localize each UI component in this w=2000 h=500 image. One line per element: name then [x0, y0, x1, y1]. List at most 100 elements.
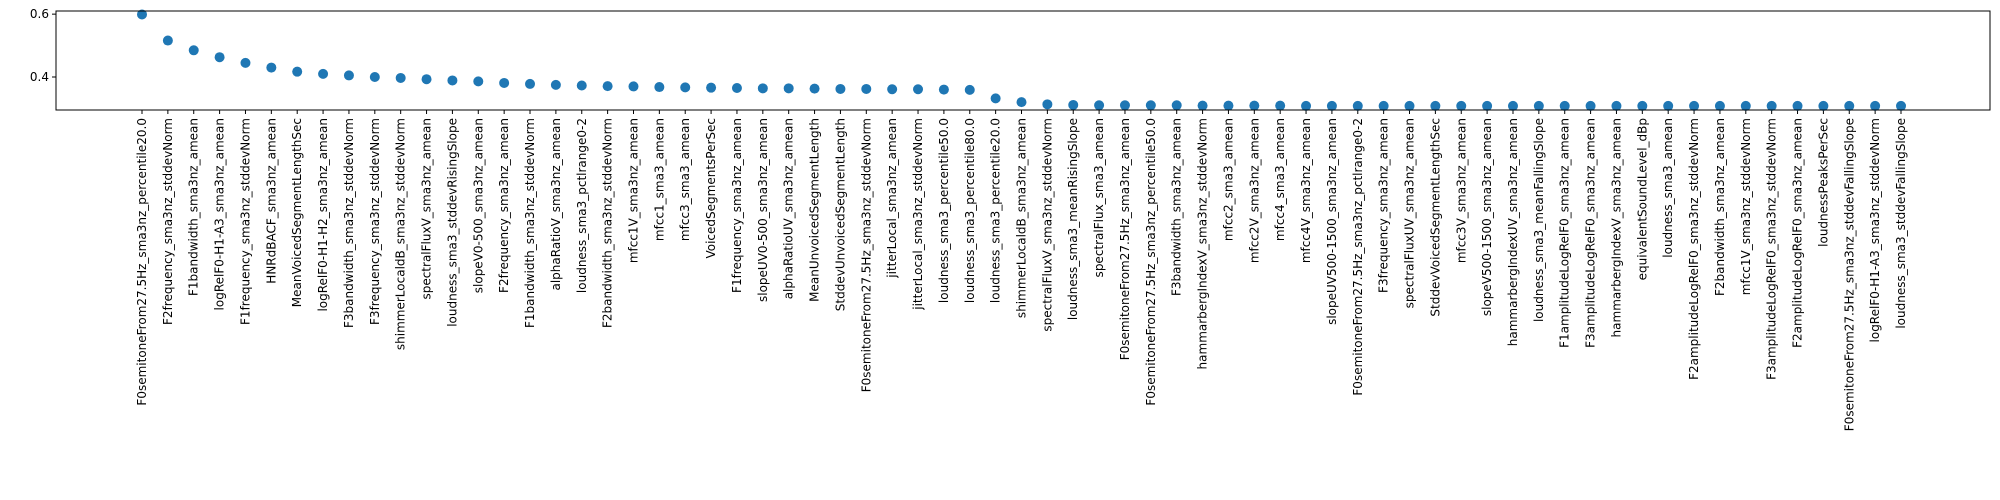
x-tick-label: F0semitoneFrom27.5Hz_sma3nz_stddevNorm: [859, 118, 873, 392]
x-tick-label: loudness_sma3_stddevFallingSlope: [1894, 118, 1908, 329]
x-tick-label: loudness_sma3_percentile80.0: [963, 118, 977, 303]
x-tick-label: F0semitoneFrom27.5Hz_sma3nz_stddevFallin…: [1842, 118, 1856, 431]
data-point: [318, 68, 329, 79]
data-point: [1792, 100, 1803, 111]
x-tick-label: F3frequency_sma3nz_stddevNorm: [368, 118, 382, 325]
x-tick-label: slopeUV0-500_sma3nz_amean: [756, 118, 770, 302]
data-point: [421, 74, 432, 85]
x-tick-label: spectralFluxV_sma3nz_stddevNorm: [1040, 118, 1054, 332]
x-tick-label: logRelF0-H1-A3_sma3nz_stddevNorm: [1868, 118, 1882, 342]
x-tick-label: StddevUnvoicedSegmentLength: [833, 118, 847, 311]
x-tick-label: shimmerLocaldB_sma3nz_amean: [1015, 118, 1029, 318]
x-tick-label: alphaRatioUV_sma3nz_amean: [782, 118, 796, 299]
data-point: [1740, 100, 1751, 111]
x-tick-label: F3bandwidth_sma3nz_amean: [1170, 118, 1184, 296]
x-tick-label: jitterLocal_sma3nz_stddevNorm: [911, 118, 925, 311]
x-tick-label: shimmerLocaldB_sma3nz_stddevNorm: [394, 118, 408, 350]
data-point: [1378, 100, 1389, 111]
x-tick-label: logRelF0-H1-H2_sma3nz_amean: [316, 118, 330, 312]
y-axis: 0.4 0.6: [30, 7, 56, 84]
x-tick-label: F3amplitudeLogRelF0_sma3nz_amean: [1584, 118, 1598, 348]
data-point: [576, 80, 587, 91]
data-point: [1197, 100, 1208, 111]
data-point: [1482, 100, 1493, 111]
x-tick-label: F3frequency_sma3nz_amean: [1377, 118, 1391, 293]
data-point: [137, 9, 147, 20]
x-tick-label: mfcc1V_sma3nz_stddevNorm: [1739, 118, 1753, 295]
data-point: [473, 76, 484, 87]
data-point: [292, 66, 303, 77]
data-point: [1456, 100, 1467, 111]
x-tick-label: StddevVoicedSegmentLengthSec: [1428, 118, 1442, 317]
data-point: [447, 75, 458, 86]
x-tick-label: alphaRatioV_sma3nz_amean: [549, 118, 563, 291]
x-tick-label: F0semitoneFrom27.5Hz_sma3nz_amean: [1118, 118, 1132, 360]
x-tick-label: F1frequency_sma3nz_stddevNorm: [238, 118, 252, 325]
data-point: [525, 78, 536, 89]
data-point: [266, 62, 277, 73]
data-point: [1223, 100, 1234, 111]
x-tick-label: F1amplitudeLogRelF0_sma3nz_amean: [1558, 118, 1572, 348]
data-point: [550, 79, 561, 90]
x-tick-label: slopeV500-1500_sma3nz_amean: [1480, 118, 1494, 316]
x-tick-label: jitterLocal_sma3nz_amean: [885, 118, 899, 279]
x-tick-label: F0semitoneFrom27.5Hz_sma3nz_percentile50…: [1144, 118, 1158, 406]
data-point: [1430, 100, 1441, 111]
x-tick-label: mfcc3V_sma3nz_amean: [1454, 118, 1468, 263]
data-point: [887, 84, 898, 95]
x-tick-label: equivalentSoundLevel_dBp: [1635, 118, 1649, 280]
data-point: [835, 83, 846, 94]
data-point: [1559, 100, 1570, 111]
data-point: [680, 82, 691, 93]
data-point: [1585, 100, 1596, 111]
data-point: [1689, 100, 1700, 111]
x-tick-label: F3amplitudeLogRelF0_sma3nz_stddevNorm: [1765, 118, 1779, 380]
x-tick-label: mfcc2V_sma3nz_amean: [1247, 118, 1261, 263]
data-point: [395, 72, 406, 83]
data-point: [783, 83, 794, 94]
data-point: [1016, 97, 1027, 108]
x-tick-label: spectralFlux_sma3_amean: [1092, 118, 1106, 277]
data-point: [369, 72, 380, 82]
data-point: [1870, 100, 1881, 111]
x-tick-label: F2frequency_sma3nz_stddevNorm: [161, 118, 175, 325]
x-tick-label: F1frequency_sma3nz_amean: [730, 118, 744, 293]
data-point: [1068, 99, 1079, 110]
x-tick-label: mfcc4_sma3_amean: [1273, 118, 1287, 241]
x-tick-label: loudness_sma3_amean: [1661, 118, 1675, 258]
data-point: [1249, 100, 1260, 111]
x-tick-label: F2amplitudeLogRelF0_sma3nz_amean: [1791, 118, 1805, 348]
data-point: [938, 84, 949, 95]
data-point: [654, 82, 665, 93]
data-point: [1663, 100, 1674, 111]
data-point: [1275, 100, 1286, 111]
data-point: [964, 84, 975, 95]
x-tick-label: slopeV0-500_sma3nz_amean: [471, 118, 485, 293]
data-point: [499, 77, 510, 88]
data-point: [913, 84, 924, 95]
data-point: [1042, 99, 1053, 110]
data-point: [1352, 100, 1363, 111]
x-tick-label: loudness_sma3_stddevRisingSlope: [445, 118, 459, 327]
x-tick-label: logRelF0-H1-A3_sma3nz_amean: [213, 118, 227, 310]
x-tick-label: F0semitoneFrom27.5Hz_sma3nz_percentile20…: [135, 118, 149, 406]
data-points: [137, 9, 1906, 111]
y-tick-label: 0.6: [30, 7, 49, 21]
y-tick-label: 0.4: [30, 70, 49, 84]
x-tick-label: loudness_sma3_meanRisingSlope: [1066, 118, 1080, 320]
data-point: [240, 57, 251, 68]
data-point: [706, 82, 717, 93]
x-tick-label: loudness_sma3_meanFallingSlope: [1532, 118, 1546, 322]
data-point: [1818, 100, 1829, 111]
x-tick-label: loudness_sma3_percentile20.0: [989, 118, 1003, 303]
x-tick-label: F1bandwidth_sma3nz_stddevNorm: [523, 118, 537, 328]
x-tick-label: spectralFluxV_sma3nz_amean: [420, 118, 434, 300]
x-tick-label: mfcc1V_sma3nz_amean: [626, 118, 640, 263]
data-point: [1404, 100, 1415, 111]
x-tick-label: loudness_sma3_pctlrange0-2: [575, 118, 589, 293]
data-point: [1326, 100, 1337, 111]
x-tick-label: MeanVoicedSegmentLengthSec: [290, 118, 304, 307]
data-point: [214, 52, 225, 63]
data-point: [731, 83, 742, 93]
